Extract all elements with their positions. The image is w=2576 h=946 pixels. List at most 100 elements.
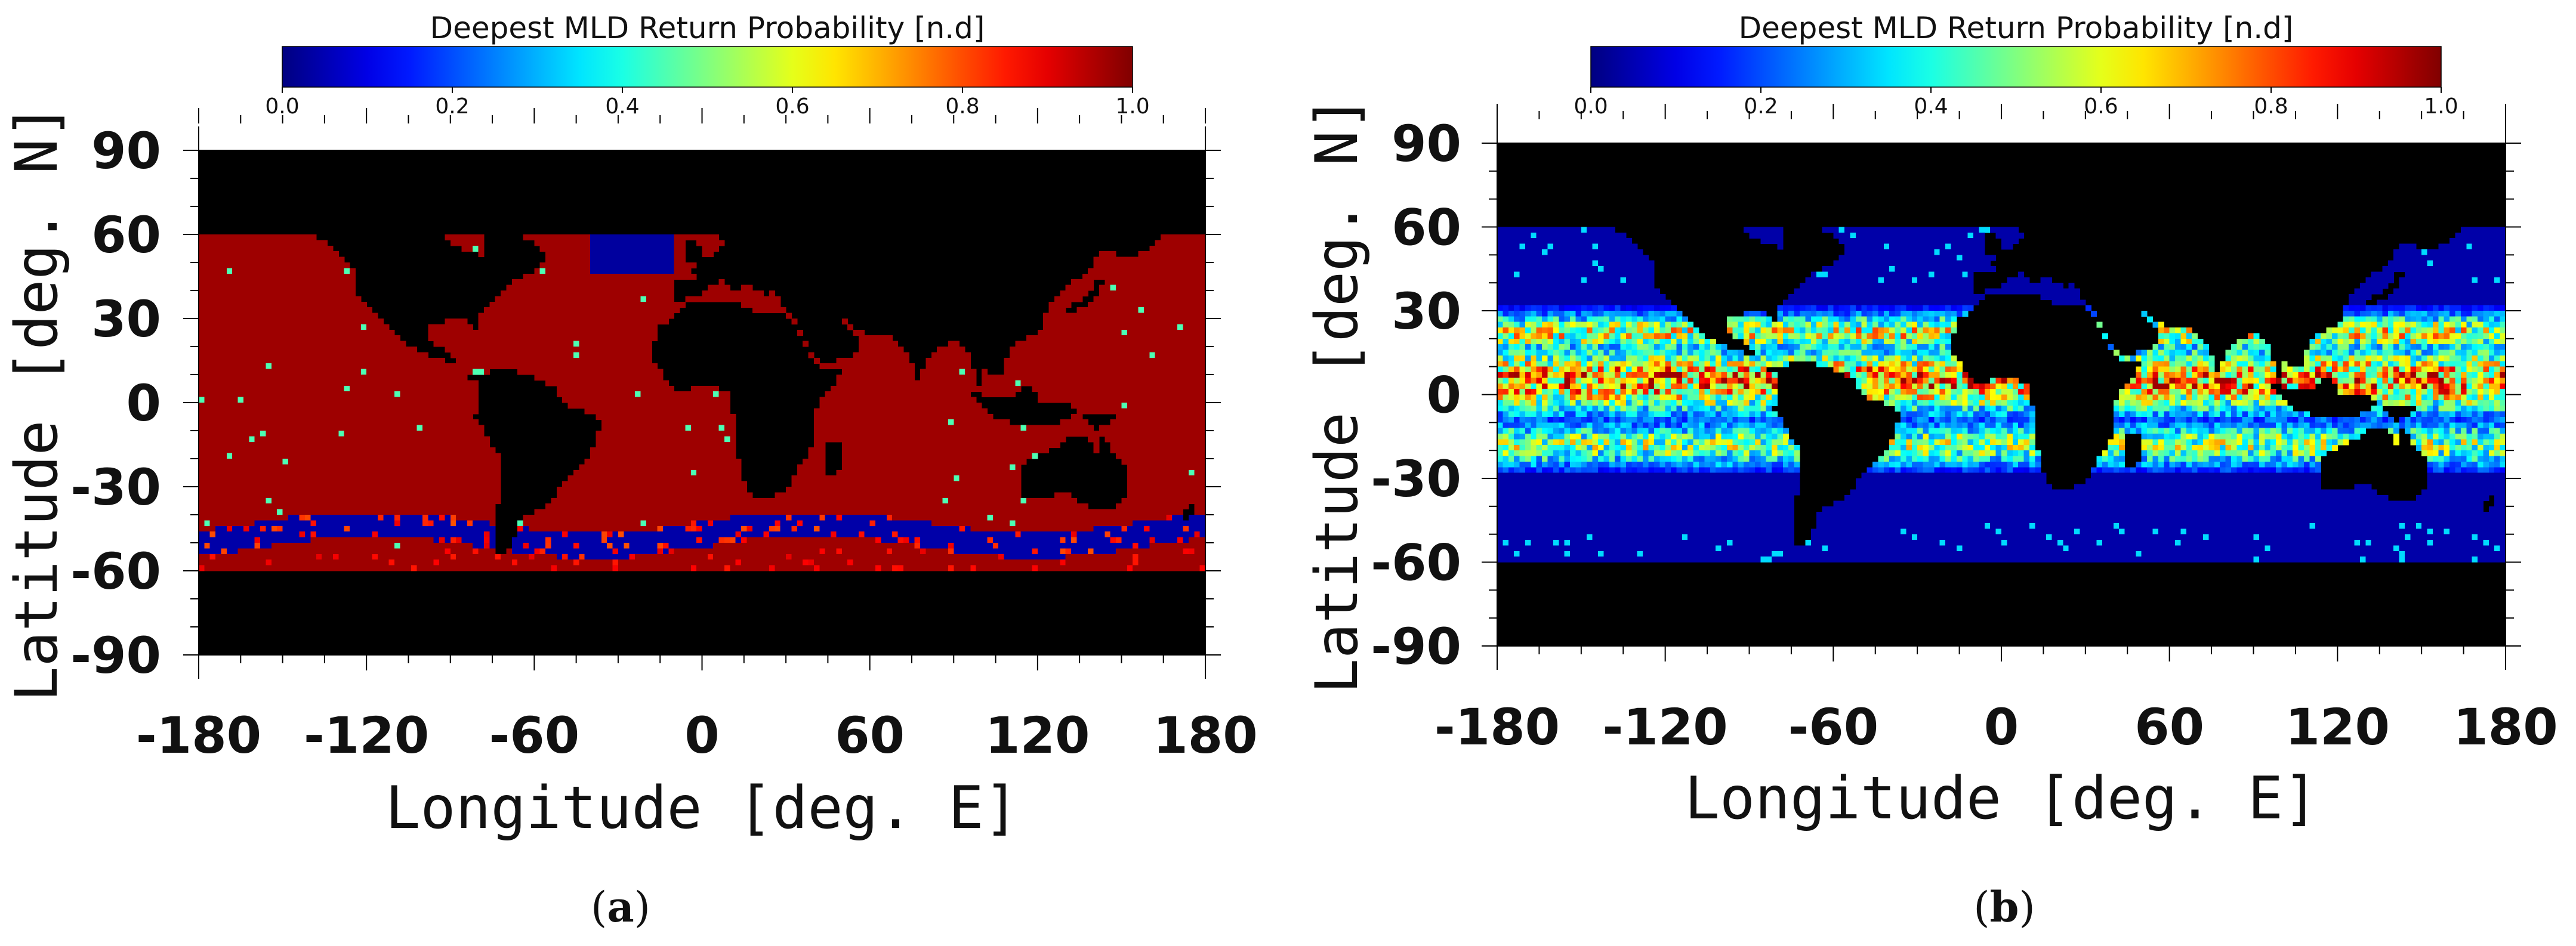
heatmap-cell <box>260 256 267 263</box>
heatmap-cell <box>478 245 485 252</box>
heatmap-cell <box>294 245 300 252</box>
heatmap-cell <box>1171 363 1178 370</box>
heatmap-cell <box>607 285 613 291</box>
heatmap-cell <box>1054 363 1060 370</box>
heatmap-cell <box>640 307 647 314</box>
heatmap-cell <box>523 329 529 336</box>
heatmap-cell <box>562 262 569 268</box>
heatmap-cell <box>249 431 255 437</box>
heatmap-cell <box>243 425 249 431</box>
heatmap-cell <box>237 273 244 280</box>
heatmap-cell <box>360 413 367 420</box>
heatmap-cell <box>360 464 367 471</box>
heatmap-cell <box>310 251 317 258</box>
heatmap-cell <box>232 385 239 392</box>
heatmap-cell <box>282 251 289 258</box>
heatmap-cell <box>456 324 462 330</box>
heatmap-cell <box>1110 279 1116 286</box>
heatmap-cell <box>277 391 283 398</box>
heatmap-cell <box>456 441 462 448</box>
heatmap-cell <box>456 397 462 403</box>
heatmap-cell <box>1161 436 1167 443</box>
heatmap-cell <box>316 307 322 314</box>
heatmap-cell <box>383 431 390 437</box>
heatmap-cell <box>1093 436 1100 443</box>
heatmap-cell <box>590 251 597 258</box>
heatmap-cell <box>350 341 356 347</box>
heatmap-cell <box>562 352 569 358</box>
heatmap-cell <box>1166 441 1173 448</box>
heatmap-cell <box>713 240 720 246</box>
heatmap-cell <box>360 469 367 476</box>
heatmap-cell <box>377 419 384 426</box>
heatmap-cell <box>1110 324 1116 330</box>
heatmap-cell <box>237 413 244 420</box>
heatmap-cell <box>640 319 647 324</box>
heatmap-cell <box>579 313 585 319</box>
heatmap-cell <box>428 419 434 426</box>
heatmap-cell <box>640 385 647 392</box>
heatmap-cell <box>467 369 473 375</box>
heatmap-cell <box>1099 425 1105 431</box>
heatmap-cell <box>461 363 468 370</box>
heatmap-cell <box>237 447 244 454</box>
heatmap-cell <box>1155 240 1161 246</box>
heatmap-cell <box>1026 347 1033 353</box>
heatmap-cell <box>1188 296 1195 302</box>
heatmap-cell <box>249 403 255 409</box>
heatmap-cell <box>433 441 440 448</box>
heatmap-cell <box>221 285 227 291</box>
heatmap-cell <box>232 245 239 252</box>
heatmap-cell <box>316 385 322 392</box>
heatmap-cell <box>668 397 675 403</box>
heatmap-cell <box>1138 408 1144 415</box>
heatmap-cell <box>366 464 373 471</box>
heatmap-cell <box>1065 324 1072 330</box>
heatmap-cell <box>635 319 641 324</box>
heatmap-cell <box>1183 290 1189 296</box>
heatmap-cell <box>260 475 267 482</box>
heatmap-cell <box>271 459 277 465</box>
heatmap-cell <box>1161 313 1167 319</box>
heatmap-cell <box>937 419 943 426</box>
heatmap-cell <box>204 262 211 268</box>
heatmap-cell <box>1127 419 1133 426</box>
heatmap-cell <box>590 319 597 324</box>
heatmap-cell <box>209 341 216 347</box>
heatmap-cell <box>1143 447 1150 454</box>
heatmap-cell <box>199 268 205 274</box>
heatmap-cell <box>534 307 541 314</box>
heatmap-cell <box>707 408 714 415</box>
heatmap-cell <box>322 285 328 291</box>
heatmap-cell <box>624 403 630 409</box>
heatmap-cell <box>1076 385 1083 392</box>
heatmap-cell <box>886 453 893 459</box>
heatmap-cell <box>394 335 400 342</box>
heatmap-cell <box>299 245 306 252</box>
heatmap-cell <box>567 475 574 482</box>
heatmap-cell <box>327 453 334 459</box>
heatmap-cell <box>1161 301 1167 308</box>
heatmap-cell <box>226 279 233 286</box>
heatmap-cell <box>937 441 943 448</box>
heatmap-cell <box>400 436 406 443</box>
heatmap-cell <box>1188 256 1195 263</box>
heatmap-cell <box>344 369 350 375</box>
heatmap-cell <box>640 335 647 342</box>
heatmap-cell <box>1143 273 1150 280</box>
heatmap-cell <box>249 341 255 347</box>
heatmap-cell <box>316 268 322 274</box>
heatmap-cell <box>204 408 211 415</box>
heatmap-cell <box>775 301 781 308</box>
heatmap-cell <box>987 419 994 426</box>
heatmap-cell <box>523 313 529 319</box>
heatmap-cell <box>590 285 597 291</box>
heatmap-cell <box>925 441 932 448</box>
heatmap-cell <box>1032 352 1038 358</box>
heatmap-cell <box>573 240 579 246</box>
heatmap-cell <box>601 256 607 263</box>
heatmap-cell <box>869 385 876 392</box>
heatmap-cell <box>567 375 574 381</box>
heatmap-cell <box>360 307 367 314</box>
heatmap-cell <box>1105 352 1111 358</box>
